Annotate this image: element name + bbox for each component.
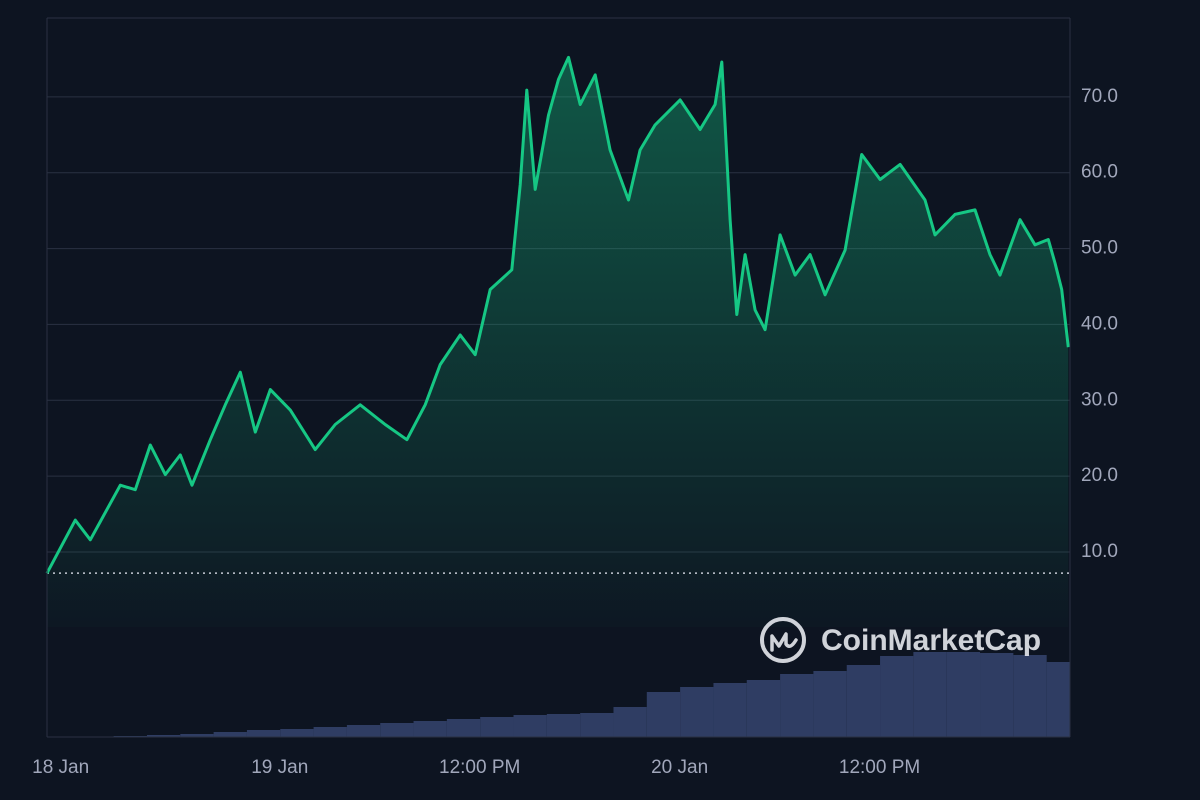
volume-bar [180,734,214,737]
volume-bar [713,683,747,737]
volume-bar [980,653,1014,737]
x-tick-label: 12:00 PM [439,757,520,778]
y-tick-label: 40.0 [1081,313,1118,334]
volume-bar [846,665,881,737]
volume-bar [346,725,381,737]
volume-bar [580,713,614,737]
volume-bar [546,714,581,737]
volume-bar [1046,662,1070,737]
volume-bars [113,652,1070,737]
watermark: CoinMarketCap [760,617,1041,663]
y-tick-label: 70.0 [1081,86,1118,107]
volume-bar [946,652,981,737]
volume-bar [413,721,447,737]
volume-bar [280,729,314,737]
y-tick-label: 50.0 [1081,238,1118,259]
volume-bar [480,717,514,737]
price-area [47,57,1069,627]
volume-bar [213,732,247,737]
volume-bar [613,707,647,737]
volume-bar [646,692,681,737]
x-tick-label: 19 Jan [251,757,308,778]
volume-bar [680,687,714,737]
y-tick-label: 60.0 [1081,162,1118,183]
volume-bar [1013,655,1047,737]
price-line [45,55,1070,574]
volume-bar [446,719,481,737]
plot [45,55,1070,627]
watermark-text: CoinMarketCap [821,624,1041,657]
volume-bar [313,727,347,737]
volume-bar [146,735,181,737]
volume-bar [246,730,281,737]
x-tick-label: 12:00 PM [839,757,920,778]
volume-bar [813,671,847,737]
volume-bar [746,680,781,737]
y-tick-label: 10.0 [1081,541,1118,562]
volume-bar [513,715,547,737]
volume-bar [880,656,914,737]
volume-bar [380,723,414,737]
y-tick-label: 30.0 [1081,389,1118,410]
watermark-logo [760,617,806,663]
x-tick-label: 18 Jan [32,757,89,778]
y-tick-label: 20.0 [1081,465,1118,486]
watermark-logo-mark [770,632,798,652]
volume-bar [780,674,814,737]
volume-bar [913,652,947,737]
x-tick-label: 20 Jan [651,757,708,778]
